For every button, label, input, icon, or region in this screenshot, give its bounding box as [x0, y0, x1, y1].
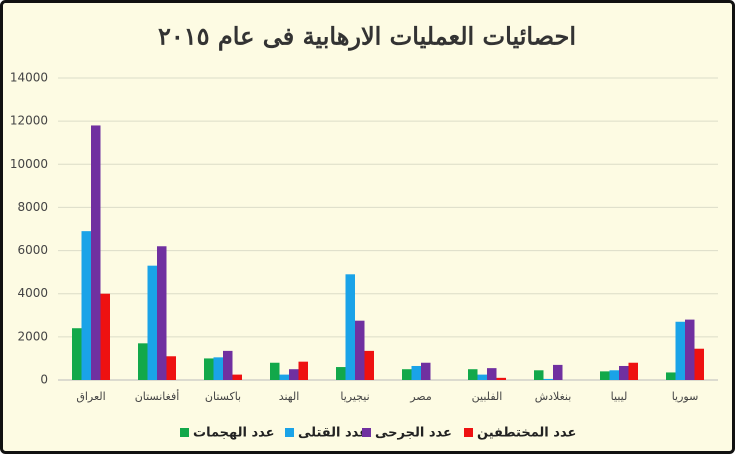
bar: [289, 369, 299, 380]
legend-label: عدد المختطفين: [477, 426, 576, 441]
bar: [421, 362, 431, 380]
x-tick-label: الفلبين: [472, 390, 503, 403]
bar: [675, 321, 685, 380]
bar: [411, 365, 421, 380]
legend-swatch: [285, 428, 294, 437]
legend-swatch: [464, 428, 473, 437]
bar: [270, 362, 280, 380]
bar: [138, 343, 148, 380]
bar: [477, 374, 487, 380]
legend-swatch: [362, 428, 371, 437]
y-tick-label: 12000: [10, 114, 48, 128]
x-tick-label: ليبيا: [611, 390, 628, 403]
bar: [72, 328, 82, 380]
x-tick-label: بنغلادش: [535, 390, 572, 403]
bar: [553, 364, 563, 380]
bar: [685, 319, 695, 380]
bar: [364, 350, 374, 380]
y-tick-label: 2000: [17, 329, 48, 343]
bar: [147, 265, 157, 380]
bar: [666, 372, 676, 380]
bar: [223, 350, 233, 380]
bar: [628, 362, 638, 380]
bar: [543, 378, 553, 380]
bar: [91, 125, 101, 380]
bar: [600, 371, 610, 380]
bar: [336, 367, 346, 380]
y-tick-label: 4000: [17, 286, 48, 300]
y-tick-label: 8000: [17, 200, 48, 214]
x-tick-label: أفغانستان: [135, 389, 180, 403]
bar: [496, 377, 506, 380]
bar: [100, 293, 110, 380]
x-tick-label: العراق: [76, 390, 105, 403]
bar: [166, 356, 176, 380]
y-tick-label: 10000: [10, 157, 48, 171]
bar: [213, 357, 223, 380]
bar: [232, 374, 242, 380]
y-tick-label: 6000: [17, 243, 48, 257]
bar: [694, 348, 704, 380]
bar: [345, 274, 355, 380]
bar: [609, 370, 619, 380]
y-tick-label: 0: [40, 373, 48, 387]
x-tick-label: باكستان: [205, 390, 241, 403]
bar: [81, 231, 91, 380]
bar: [487, 368, 497, 380]
bar: [402, 369, 412, 380]
legend-swatch: [180, 428, 189, 437]
x-tick-label: نيجيريا: [340, 390, 369, 403]
bar: [298, 361, 308, 380]
bar: [204, 358, 214, 380]
x-tick-label: سوريا: [672, 390, 699, 403]
bar: [355, 320, 365, 380]
x-tick-label: الهند: [279, 390, 300, 403]
bar: [468, 369, 478, 380]
bar: [534, 370, 544, 380]
legend-label: عدد الجرحى: [375, 426, 452, 441]
bar: [157, 246, 167, 380]
y-tick-label: 14000: [10, 71, 48, 85]
bar: [279, 374, 289, 380]
legend-label: عدد الهجمات: [193, 426, 275, 441]
bar: [619, 365, 629, 380]
legend-label: عدد القتلى: [298, 426, 368, 441]
x-tick-label: مصر: [409, 390, 432, 403]
chart-title: احصائيات العمليات الارهابية فى عام ٢٠١٥: [158, 22, 576, 52]
